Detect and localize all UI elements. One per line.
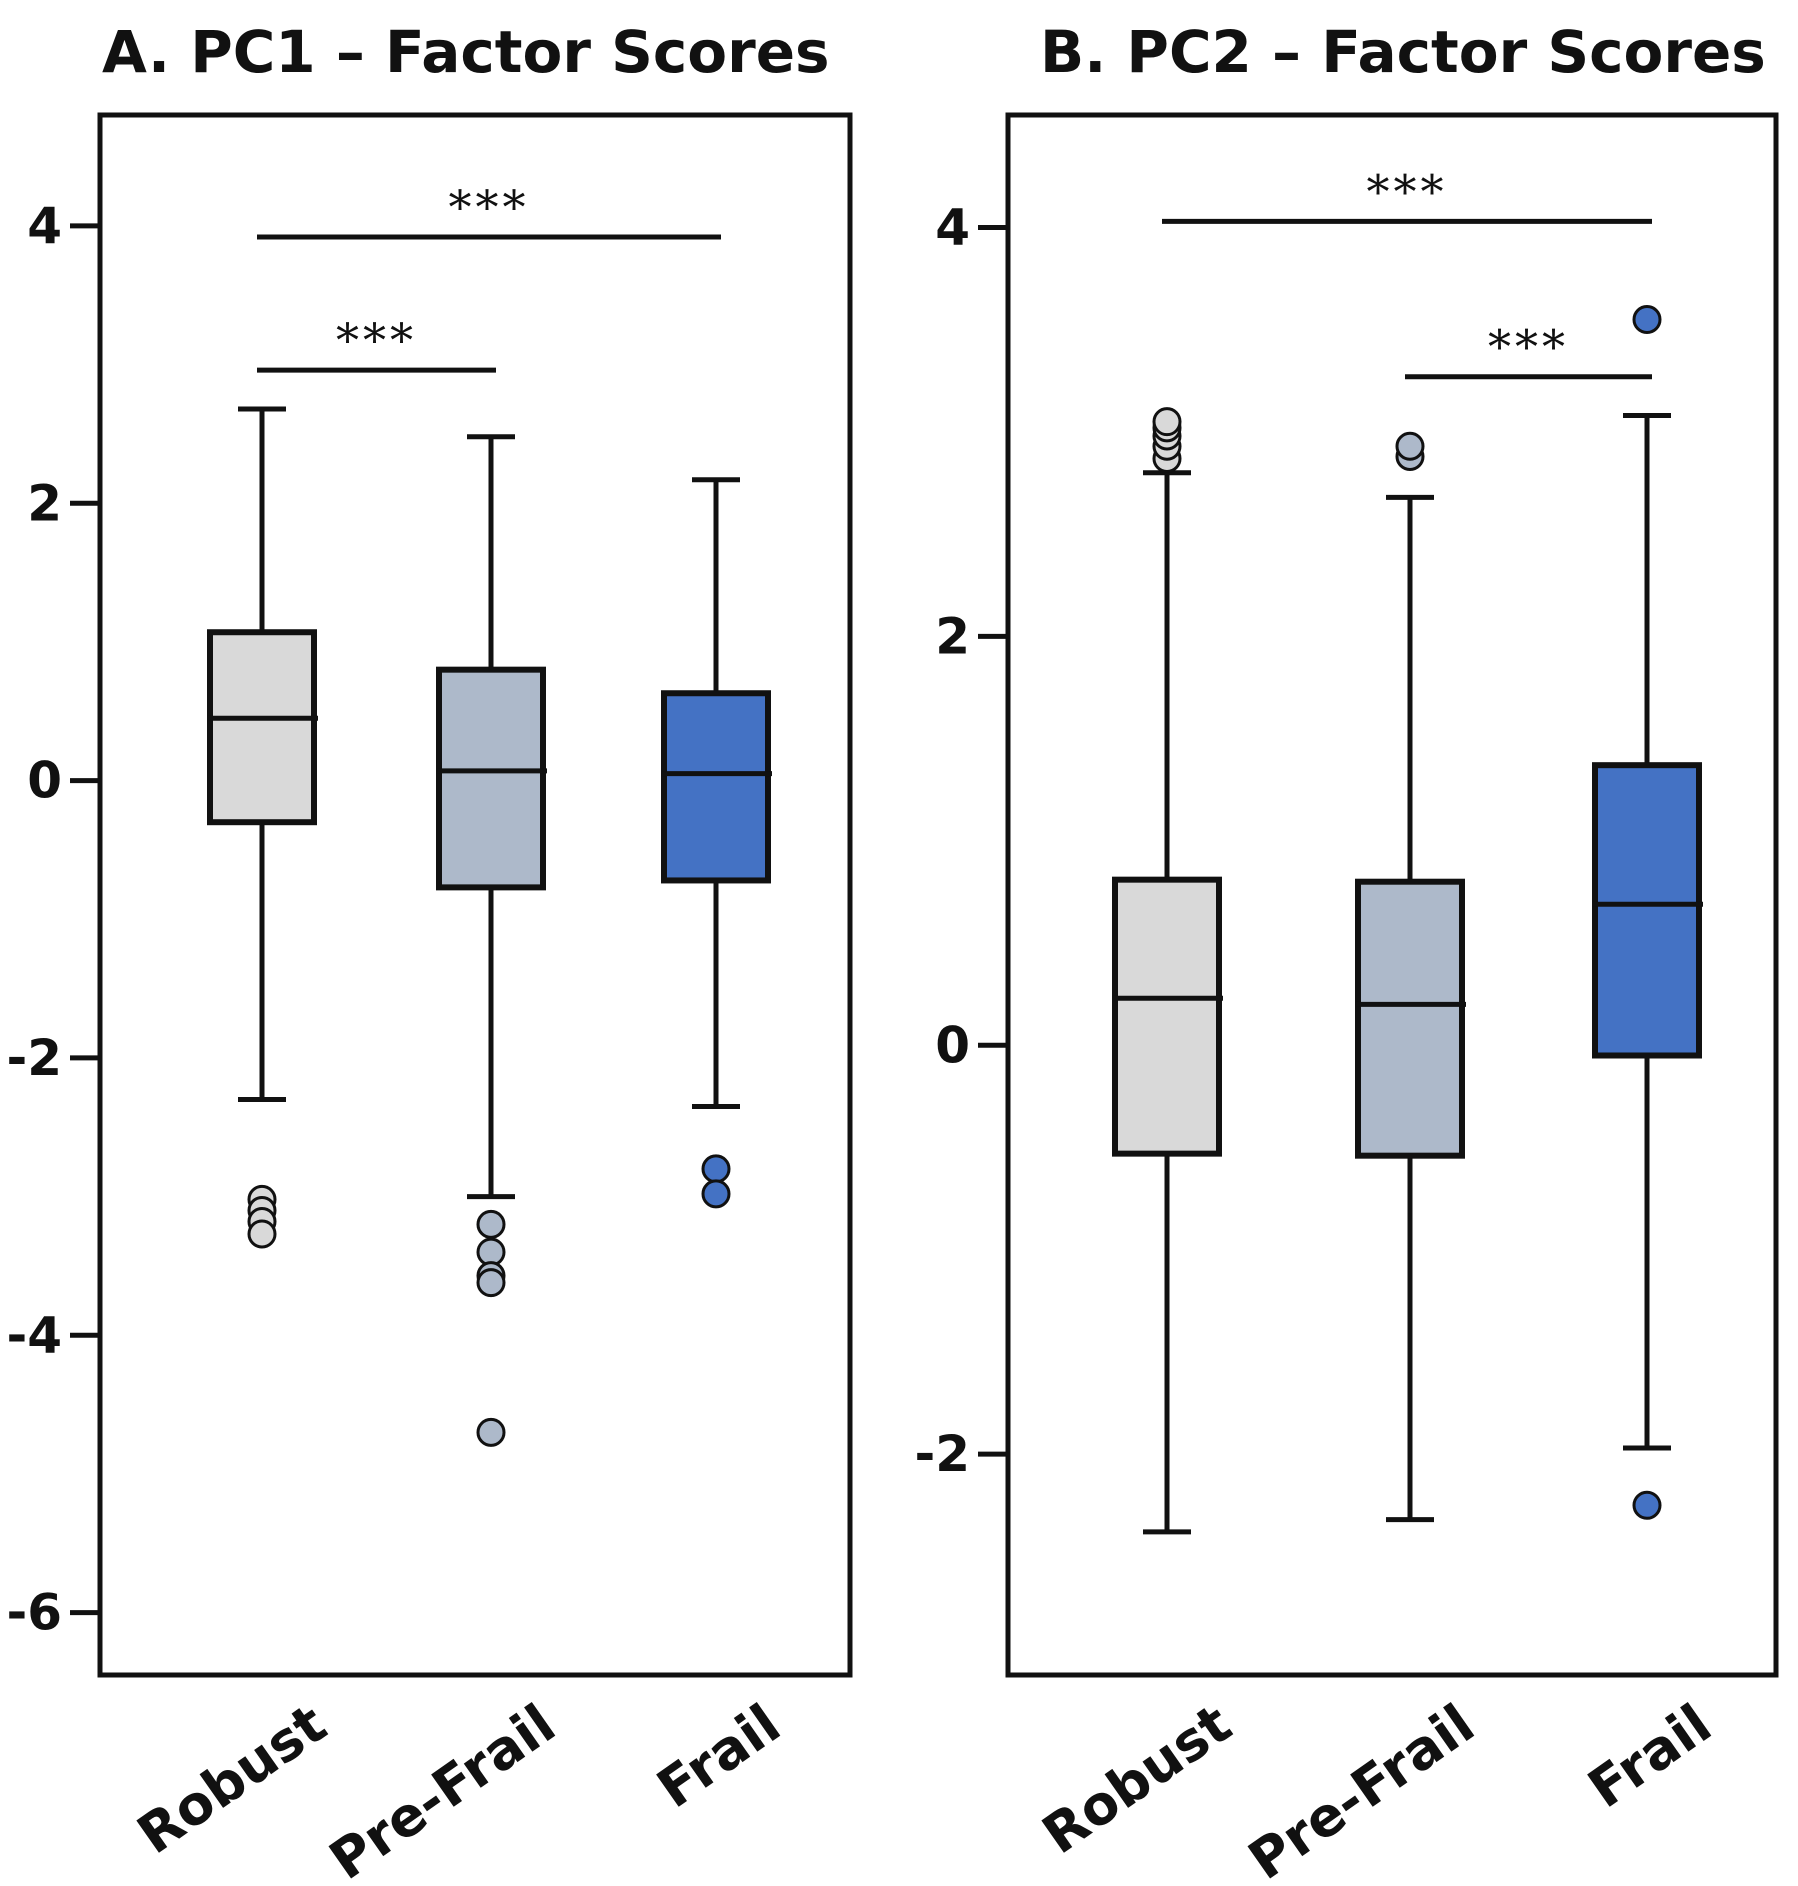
box-pre-frail [1355,431,1466,1523]
outlier-point [701,1154,731,1184]
panel-title: B. PC2 – Factor Scores [1040,18,1766,86]
box-robust [207,406,318,1249]
outlier-point [1152,407,1182,437]
y-tick-label: 2 [27,474,62,532]
outlier-point [701,1179,731,1209]
category-label: Frail [1577,1692,1723,1820]
iqr-box [1112,876,1222,1157]
category-label: Pre-Frail [318,1692,566,1886]
y-tick-label: 4 [935,198,970,256]
y-tick-label: -2 [6,1029,62,1087]
significance-label: *** [1367,164,1448,218]
y-tick-label: 0 [27,752,62,810]
y-tick-label: 4 [27,197,62,255]
outlier-point [1632,304,1662,334]
box-robust [1112,407,1223,1535]
box-frail [661,477,772,1209]
plot-frame [97,112,853,1678]
iqr-box [1355,878,1465,1159]
category-label: Robust [1031,1692,1242,1866]
outlier-point [1632,1490,1662,1520]
iqr-box [1592,762,1702,1059]
y-tick-label: -2 [914,1425,970,1483]
box-frail [1592,304,1703,1520]
category-label: Frail [646,1692,792,1820]
iqr-box [436,666,546,891]
plot-frame [1005,112,1779,1678]
y-tick-label: 2 [935,607,970,665]
iqr-box [661,690,771,884]
box-pre-frail [436,434,547,1447]
panel-pc2: B. PC2 – Factor Scores 4 2 0 -2 *** *** RobustP… [914,18,1779,1886]
significance-label: *** [1488,320,1569,374]
outlier-point [476,1417,506,1447]
y-tick-label: -4 [6,1306,62,1364]
category-label: Pre-Frail [1237,1692,1485,1886]
outlier-point [476,1268,506,1298]
panel-title: A. PC1 – Factor Scores [102,18,830,86]
y-tick-label: 0 [935,1016,970,1074]
category-label: Robust [126,1692,337,1866]
outlier-point [247,1219,277,1249]
significance-label: *** [449,180,530,234]
panel-pc1: A. PC1 – Factor Scores 4 2 0 -2 -4 -6 *** *** Rob… [6,18,853,1886]
y-tick-label: -6 [6,1584,62,1642]
iqr-box [207,629,317,826]
outlier-point [1395,431,1425,461]
significance-label: *** [336,313,417,367]
outlier-point [476,1209,506,1239]
